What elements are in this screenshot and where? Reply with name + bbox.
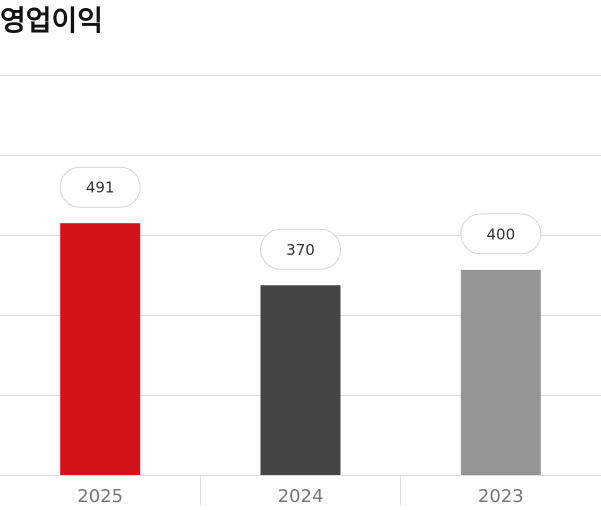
value-label: 370 <box>286 241 315 259</box>
bar <box>260 285 341 475</box>
chart-title: 영업이익 <box>0 4 103 37</box>
value-pill <box>59 166 141 208</box>
x-tick-label: 2024 <box>278 486 324 507</box>
value-pill <box>460 213 542 255</box>
bar <box>460 269 541 475</box>
bar <box>60 223 141 475</box>
x-tick-label: 2023 <box>478 486 524 507</box>
value-pill <box>260 228 341 270</box>
x-tick-label: 2025 <box>77 486 123 507</box>
value-label: 400 <box>487 225 516 243</box>
value-label: 491 <box>86 179 115 197</box>
